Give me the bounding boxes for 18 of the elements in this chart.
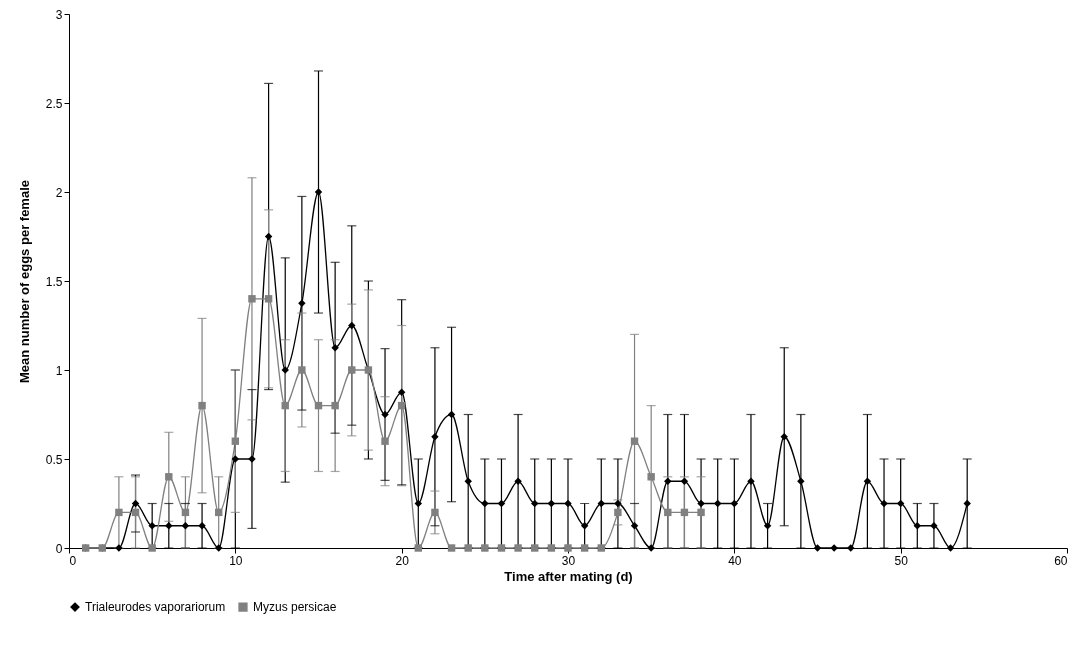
x-tick-label: 50 [894,553,909,568]
x-tick-label: 60 [1054,553,1068,568]
y-tick-label: 3 [55,7,63,22]
y-tick-label: 0 [55,541,63,556]
y-axis-title: Mean number of eggs per female [16,180,32,383]
y-tick-label: 2.5 [45,96,63,111]
x-tick-label: 10 [229,553,243,568]
y-tick-label: 0.5 [45,452,63,467]
y-tick-label: 1 [55,363,63,378]
legend-label: Trialeurodes vaporariorum [85,600,226,615]
x-tick-label: 30 [561,553,576,568]
x-axis-title: Time after mating (d) [504,568,633,584]
x-tick-label: 0 [69,553,77,568]
x-tick-label: 20 [395,553,410,568]
y-tick-label: 1.5 [45,274,63,289]
x-tick-label: 40 [728,553,742,568]
legend-label: Myzus persicae [253,600,337,615]
y-tick-label: 2 [55,185,63,200]
